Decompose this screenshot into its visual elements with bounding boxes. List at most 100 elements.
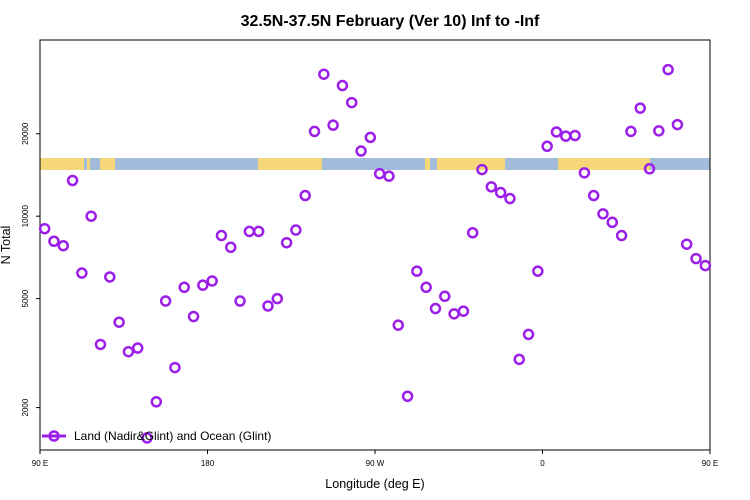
data-point	[225, 241, 237, 254]
data-point	[327, 119, 339, 131]
x-tick-label: 90 E	[32, 459, 48, 468]
data-point	[336, 79, 349, 92]
land-segment	[558, 158, 650, 170]
data-point	[680, 238, 693, 250]
y-tick-label: 2000	[21, 398, 30, 416]
legend: Land (Nadir&Glint) and Ocean (Glint)	[42, 429, 271, 443]
land-segment	[437, 158, 505, 170]
data-point	[439, 290, 451, 303]
data-point	[634, 102, 646, 114]
land-segment	[425, 158, 430, 170]
data-point	[94, 338, 107, 351]
data-point	[150, 396, 163, 408]
data-point	[671, 118, 684, 131]
data-point	[290, 224, 302, 236]
land-segment	[100, 158, 115, 170]
data-point	[234, 295, 246, 307]
x-axis-label: Longitude (deg E)	[325, 477, 424, 491]
data-point	[569, 129, 581, 142]
data-point	[364, 131, 377, 144]
data-point	[243, 225, 256, 238]
data-point	[513, 353, 525, 366]
data-point	[252, 225, 265, 238]
data-point	[411, 265, 423, 277]
data-point	[215, 229, 228, 242]
x-tick-label: 90 W	[366, 459, 385, 468]
data-point	[76, 267, 88, 279]
data-point	[587, 189, 600, 202]
data-point	[504, 192, 516, 205]
data-point	[643, 163, 656, 175]
data-point	[187, 310, 200, 323]
data-point	[383, 170, 395, 182]
data-point	[159, 295, 172, 307]
data-point	[280, 236, 293, 249]
data-point	[653, 125, 665, 137]
data-point	[420, 281, 432, 294]
land-segment	[258, 158, 322, 170]
data-point	[541, 140, 553, 153]
y-tick-label: 5000	[21, 289, 30, 307]
x-tick-label: 0	[540, 459, 545, 468]
data-point	[690, 252, 702, 265]
data-point	[38, 222, 51, 235]
data-point	[308, 125, 321, 138]
map-strip	[40, 158, 710, 170]
data-point	[606, 216, 619, 229]
x-tick-label: 90 E	[702, 459, 718, 468]
data-point	[318, 68, 330, 80]
data-point	[373, 167, 386, 180]
data-point	[85, 210, 97, 222]
legend-marker	[48, 430, 60, 442]
data-point	[113, 316, 125, 328]
data-point	[457, 305, 470, 317]
chart-title: 32.5N-37.5N February (Ver 10) Inf to -In…	[241, 13, 540, 30]
data-point	[345, 96, 358, 109]
data-point	[578, 167, 591, 179]
data-point	[615, 229, 628, 242]
x-axis: 90 E 180 90 W 0 90 E	[32, 450, 718, 468]
data-point	[262, 300, 274, 312]
data-point	[141, 432, 153, 444]
ocean-band	[40, 158, 710, 170]
data-point	[494, 186, 507, 199]
plot-frame	[39, 39, 711, 451]
data-point	[392, 319, 405, 331]
data-point	[699, 259, 712, 272]
data-point	[476, 163, 488, 176]
data-point	[271, 292, 284, 305]
data-point	[122, 345, 135, 358]
data-point	[299, 189, 311, 202]
y-tick-label: 20000	[21, 122, 30, 145]
data-point	[560, 130, 572, 142]
data-point	[466, 227, 479, 239]
data-point	[104, 271, 116, 283]
data-point	[485, 181, 498, 193]
data-point	[401, 390, 414, 403]
data-point	[57, 239, 70, 252]
data-point	[206, 275, 218, 287]
data-points	[38, 63, 712, 444]
y-axis-label: N Total	[0, 226, 13, 265]
x-tick-label: 180	[201, 459, 215, 468]
data-point	[532, 265, 544, 277]
y-axis: 2000 5000 10000 20000	[21, 122, 40, 416]
legend-label: Land (Nadir&Glint) and Ocean (Glint)	[74, 429, 271, 443]
data-point	[597, 208, 609, 220]
data-point	[429, 302, 442, 315]
data-point	[550, 126, 563, 138]
data-point	[355, 145, 367, 157]
land-segment	[40, 158, 84, 170]
data-point	[169, 361, 181, 374]
data-point	[448, 308, 460, 320]
data-point	[66, 174, 79, 187]
data-point	[625, 125, 637, 138]
data-point	[662, 63, 674, 76]
land-segment	[87, 158, 90, 170]
y-tick-label: 10000	[21, 205, 30, 228]
data-point	[131, 342, 144, 354]
data-point	[48, 235, 60, 248]
data-point	[178, 281, 190, 294]
data-point	[522, 328, 535, 341]
